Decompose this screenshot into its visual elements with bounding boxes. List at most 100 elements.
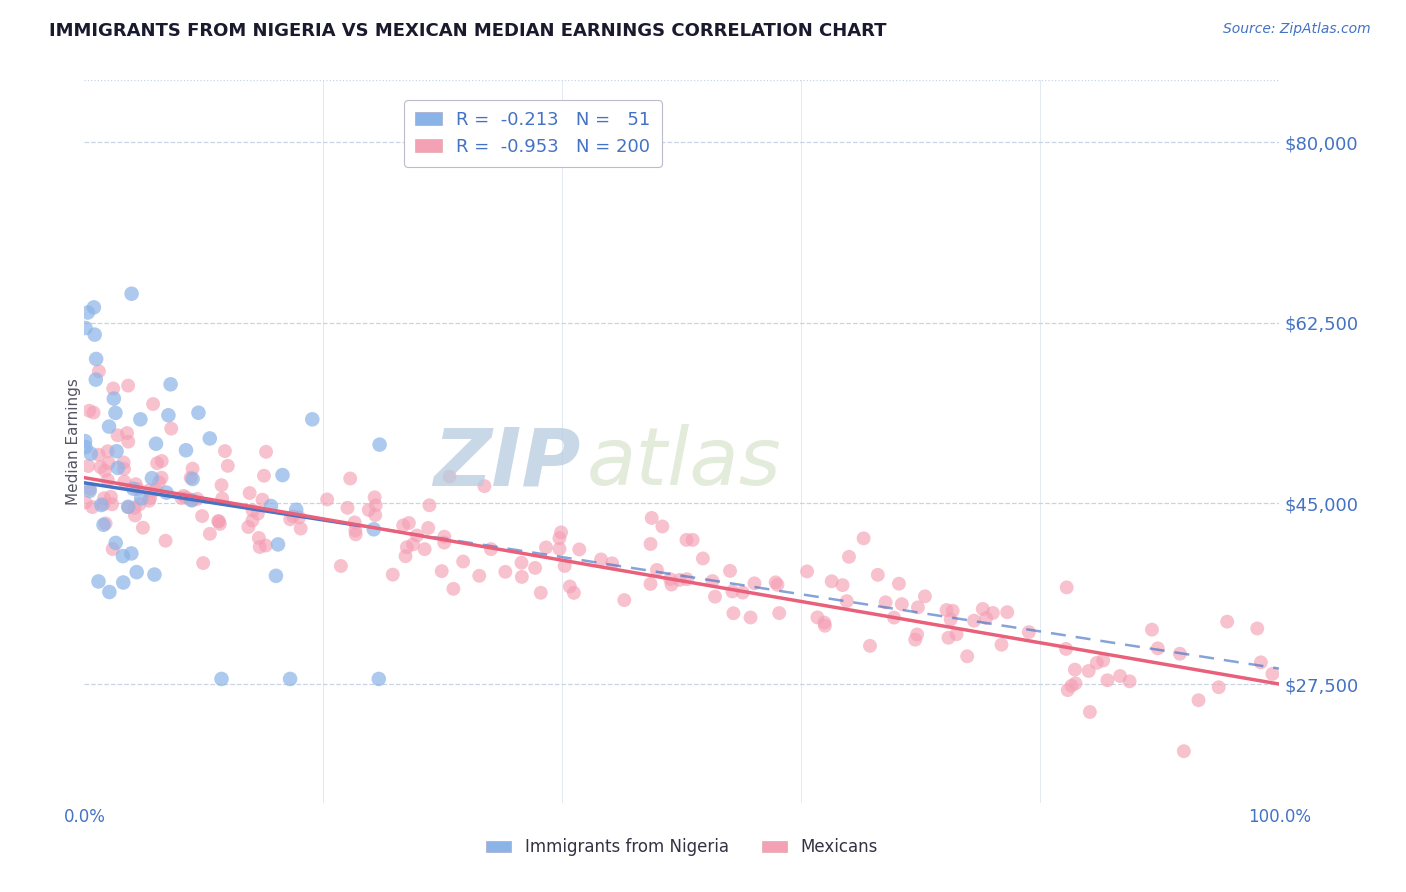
- Point: [1078, 705, 1101, 719]
- Point: [80, 447, 103, 461]
- Point: [995, 605, 1018, 619]
- Point: [524, 561, 547, 575]
- Point: [1056, 683, 1078, 698]
- Point: [159, 377, 181, 392]
- Point: [364, 499, 387, 513]
- Point: [89, 460, 111, 475]
- Point: [392, 518, 415, 533]
- Point: [554, 558, 576, 573]
- Point: [1092, 653, 1115, 667]
- Text: ZIP: ZIP: [433, 425, 581, 502]
- Point: [211, 491, 233, 506]
- Point: [451, 554, 474, 568]
- Point: [718, 564, 741, 578]
- Point: [193, 556, 215, 570]
- Point: [956, 649, 979, 664]
- Point: [254, 445, 277, 459]
- Text: IMMIGRANTS FROM NIGERIA VS MEXICAN MEDIAN EARNINGS CORRELATION CHART: IMMIGRANTS FROM NIGERIA VS MEXICAN MEDIA…: [49, 22, 887, 40]
- Point: [433, 530, 456, 544]
- Point: [83, 327, 105, 342]
- Point: [112, 575, 135, 590]
- Point: [1216, 615, 1239, 629]
- Point: [1054, 641, 1077, 656]
- Y-axis label: Median Earnings: Median Earnings: [66, 378, 80, 505]
- Point: [1077, 664, 1099, 678]
- Point: [316, 492, 339, 507]
- Point: [138, 493, 160, 508]
- Point: [145, 483, 167, 497]
- Point: [93, 491, 115, 506]
- Point: [675, 533, 697, 547]
- Point: [768, 606, 790, 620]
- Point: [329, 559, 352, 574]
- Point: [115, 425, 138, 440]
- Point: [132, 521, 155, 535]
- Point: [1261, 666, 1284, 681]
- Point: [831, 578, 853, 592]
- Point: [468, 569, 491, 583]
- Point: [76, 305, 98, 319]
- Point: [191, 509, 214, 524]
- Point: [336, 500, 359, 515]
- Point: [187, 406, 209, 420]
- Point: [148, 475, 170, 490]
- Point: [160, 421, 183, 435]
- Text: Source: ZipAtlas.com: Source: ZipAtlas.com: [1223, 22, 1371, 37]
- Point: [441, 582, 464, 596]
- Point: [75, 495, 97, 509]
- Point: [181, 493, 204, 508]
- Point: [288, 510, 311, 524]
- Point: [1085, 656, 1108, 670]
- Point: [904, 632, 927, 647]
- Point: [101, 542, 124, 557]
- Point: [395, 541, 418, 555]
- Point: [107, 461, 129, 475]
- Point: [1064, 663, 1087, 677]
- Point: [433, 535, 456, 549]
- Point: [267, 537, 290, 551]
- Point: [117, 378, 139, 392]
- Point: [214, 444, 236, 458]
- Point: [357, 503, 380, 517]
- Point: [368, 437, 391, 451]
- Point: [343, 516, 366, 530]
- Point: [645, 563, 668, 577]
- Point: [883, 610, 905, 624]
- Point: [79, 482, 101, 496]
- Point: [79, 483, 101, 498]
- Point: [1146, 641, 1168, 656]
- Point: [418, 498, 440, 512]
- Point: [150, 471, 173, 485]
- Point: [120, 546, 142, 560]
- Point: [122, 482, 145, 496]
- Point: [208, 516, 231, 531]
- Point: [97, 473, 120, 487]
- Point: [659, 572, 682, 586]
- Point: [765, 575, 787, 590]
- Point: [97, 456, 120, 470]
- Point: [972, 602, 994, 616]
- Point: [121, 286, 143, 301]
- Point: [155, 533, 177, 548]
- Point: [141, 471, 163, 485]
- Point: [676, 572, 699, 586]
- Point: [990, 638, 1012, 652]
- Point: [83, 406, 105, 420]
- Point: [640, 577, 662, 591]
- Point: [87, 574, 110, 589]
- Point: [661, 577, 683, 591]
- Point: [77, 458, 100, 473]
- Point: [180, 471, 202, 485]
- Point: [285, 502, 308, 516]
- Point: [103, 392, 125, 406]
- Point: [75, 440, 97, 454]
- Point: [835, 594, 858, 608]
- Point: [124, 500, 146, 515]
- Point: [430, 564, 453, 578]
- Point: [249, 540, 271, 554]
- Point: [838, 549, 860, 564]
- Point: [668, 573, 690, 587]
- Point: [766, 578, 789, 592]
- Point: [887, 576, 910, 591]
- Point: [558, 579, 581, 593]
